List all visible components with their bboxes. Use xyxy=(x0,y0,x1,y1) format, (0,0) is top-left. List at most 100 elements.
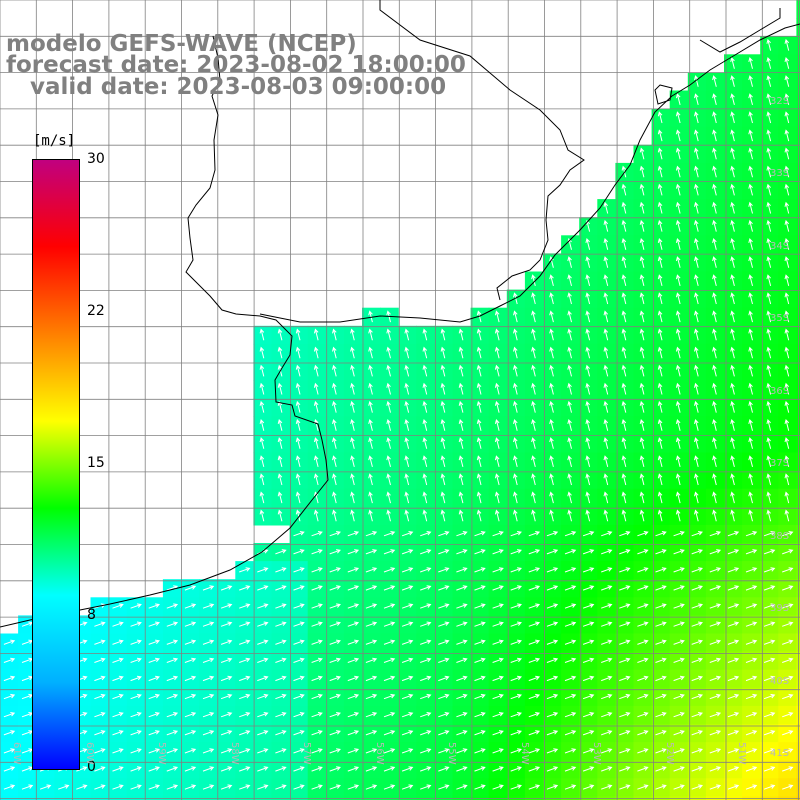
wind-arrow xyxy=(585,292,591,305)
wind-arrow xyxy=(277,473,283,486)
wind-arrow xyxy=(784,201,790,214)
wind-arrow xyxy=(456,730,468,736)
wind-arrow xyxy=(202,675,215,682)
wind-arrow xyxy=(401,784,414,790)
wind-arrow xyxy=(691,712,703,718)
wind-arrow xyxy=(564,712,577,718)
wind-arrow xyxy=(184,603,197,609)
wind-arrow xyxy=(440,509,446,522)
wind-arrow xyxy=(94,693,106,700)
wind-arrow xyxy=(549,346,554,359)
wind-arrow xyxy=(329,784,341,790)
wind-arrow xyxy=(383,567,396,573)
wind-arrow xyxy=(748,111,753,124)
wind-arrow xyxy=(657,219,663,232)
wind-arrow xyxy=(293,693,305,700)
wind-arrow xyxy=(748,473,753,486)
wind-arrow xyxy=(549,491,554,504)
wind-arrow xyxy=(766,237,772,250)
wind-arrow xyxy=(401,549,414,555)
wind-arrow xyxy=(730,437,735,449)
wind-arrow xyxy=(582,549,595,555)
wind-arrow xyxy=(619,693,631,700)
wind-arrow xyxy=(383,693,396,700)
wind-arrow xyxy=(404,437,410,449)
wind-arrow xyxy=(259,328,265,341)
wind-arrow xyxy=(637,603,649,609)
wind-arrow xyxy=(528,603,541,609)
wind-arrow xyxy=(691,639,703,645)
wind-arrow xyxy=(275,567,287,573)
wind-arrow xyxy=(277,418,283,431)
wind-arrow xyxy=(766,400,772,413)
wind-arrow xyxy=(639,165,645,178)
wind-arrow xyxy=(712,147,717,160)
wind-arrow xyxy=(295,382,301,395)
wind-arrow xyxy=(404,473,410,486)
wind-arrow xyxy=(675,455,681,468)
wind-arrow xyxy=(709,784,722,790)
wind-arrow xyxy=(531,274,536,287)
wind-arrow xyxy=(329,766,341,772)
wind-arrow xyxy=(730,509,735,522)
wind-arrow xyxy=(422,473,428,486)
wind-arrow xyxy=(313,346,319,359)
wind-arrow xyxy=(257,639,269,645)
wind-arrow xyxy=(148,766,160,772)
wind-arrow xyxy=(293,748,305,754)
wind-arrow xyxy=(782,675,794,682)
wind-arrow xyxy=(383,603,396,609)
wind-arrow xyxy=(784,400,790,413)
wind-arrow xyxy=(564,603,577,609)
wind-arrow xyxy=(549,455,554,468)
wind-arrow xyxy=(603,237,609,250)
wind-arrow xyxy=(585,364,591,377)
wind-arrow xyxy=(293,639,305,645)
wind-arrow xyxy=(420,549,432,555)
wind-arrow xyxy=(766,165,772,178)
wind-arrow xyxy=(546,693,559,700)
wind-arrow xyxy=(782,639,794,645)
wind-arrow xyxy=(329,730,341,736)
wind-arrow xyxy=(748,237,753,250)
model-title: modelo GEFS-WAVE (NCEP) xyxy=(6,31,357,57)
wind-arrow xyxy=(474,621,486,627)
wind-arrow xyxy=(438,675,450,682)
wind-arrow xyxy=(709,567,722,573)
wind-arrow xyxy=(220,639,233,645)
wind-arrow xyxy=(148,748,160,754)
wind-arrow xyxy=(675,237,681,250)
wind-arrow xyxy=(386,346,391,359)
wind-arrow xyxy=(184,675,197,682)
wind-arrow xyxy=(748,382,753,395)
wind-arrow xyxy=(585,418,591,431)
wind-arrow xyxy=(329,603,341,609)
wind-arrow xyxy=(184,585,197,591)
wind-arrow xyxy=(748,364,753,377)
wind-arrow xyxy=(748,346,753,359)
wind-arrow xyxy=(130,748,142,754)
wind-arrow xyxy=(657,129,663,142)
wind-arrow xyxy=(494,346,500,359)
wind-arrow xyxy=(657,400,663,413)
wind-arrow xyxy=(549,418,554,431)
wind-arrow xyxy=(639,473,645,486)
wind-arrow xyxy=(657,418,663,431)
wind-arrow xyxy=(655,585,667,591)
wind-arrow xyxy=(567,310,572,323)
wind-arrow xyxy=(166,675,179,682)
wind-arrow xyxy=(639,328,645,341)
wind-arrow xyxy=(492,712,504,718)
wind-arrow xyxy=(295,346,301,359)
wind-arrow xyxy=(655,621,667,627)
wind-arrow xyxy=(730,473,735,486)
wind-arrow xyxy=(277,382,283,395)
wind-arrow xyxy=(639,437,645,449)
wind-arrow xyxy=(239,585,251,591)
wind-arrow xyxy=(601,549,613,555)
wind-arrow xyxy=(673,712,685,718)
wind-arrow xyxy=(513,437,518,449)
wind-arrow xyxy=(694,491,699,504)
wind-arrow xyxy=(311,531,323,537)
